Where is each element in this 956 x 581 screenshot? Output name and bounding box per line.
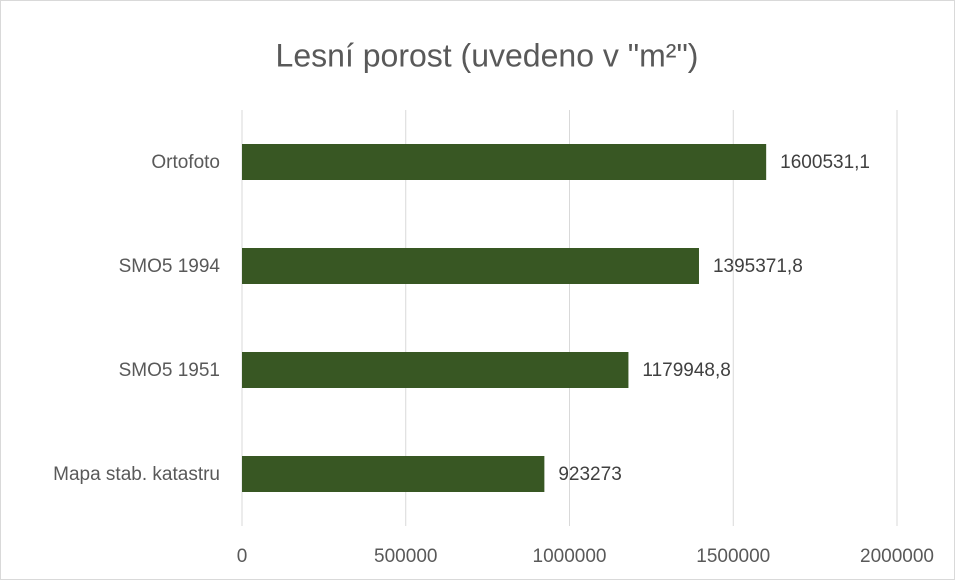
y-tick-label: Ortofoto bbox=[151, 152, 220, 173]
x-tick-label: 2000000 bbox=[860, 546, 934, 567]
y-tick-label: SMO5 1951 bbox=[119, 360, 220, 381]
data-label: 1600531,1 bbox=[780, 152, 870, 173]
data-label: 1179948,8 bbox=[642, 360, 730, 381]
data-label: 1395371,8 bbox=[713, 256, 803, 277]
bar bbox=[242, 144, 767, 180]
y-tick-label: SMO5 1994 bbox=[119, 256, 221, 277]
x-tick-label: 500000 bbox=[374, 546, 437, 567]
chart-title: Lesní porost (uvedeno v "m²") bbox=[276, 37, 699, 73]
data-label: 923273 bbox=[558, 464, 621, 485]
y-tick-label: Mapa stab. katastru bbox=[53, 464, 220, 485]
bar bbox=[242, 248, 699, 284]
x-tick-label: 0 bbox=[237, 546, 248, 567]
x-tick-label: 1000000 bbox=[533, 546, 607, 567]
bar bbox=[242, 456, 545, 492]
x-tick-label: 1500000 bbox=[696, 546, 770, 567]
bar bbox=[242, 352, 629, 388]
